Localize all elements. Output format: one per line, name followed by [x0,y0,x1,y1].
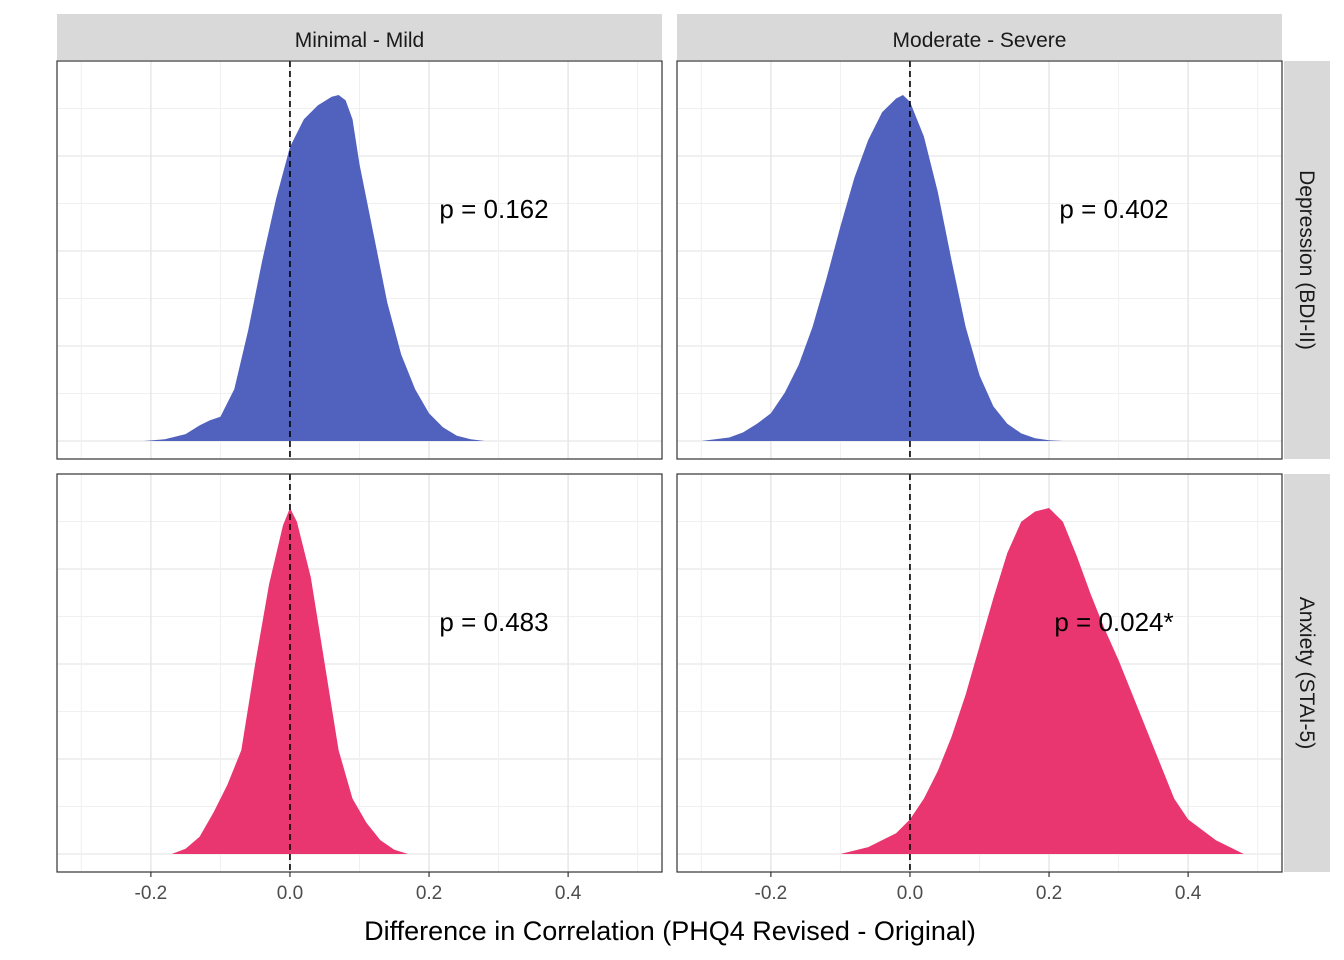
x-tick-label: 0.4 [555,883,582,904]
row-strips: Depression (BDI-II) Anxiety (STAI-5) [1284,61,1330,872]
panel-border [676,473,1283,873]
panel-border [676,60,1283,460]
strip-background-depression [1284,61,1330,459]
strip-background-minimal-mild [57,14,662,60]
x-tick-label: -0.2 [755,883,788,904]
x-tick-label: 0.0 [277,883,303,904]
x-tick-label: 0.4 [1175,883,1202,904]
strip-background-moderate-severe [677,14,1282,60]
density-area-anxiety-stai-5-moderate-severe [840,508,1244,854]
p-value-annotation: p = 0.402 [1059,194,1168,224]
density-area-depression-bdi-ii-minimal-mild [143,95,485,441]
p-value-annotation: p = 0.162 [439,194,548,224]
panel-anxiety-stai-5-minimal-mild: p = 0.483 [56,473,663,873]
panel-depression-bdi-ii-minimal-mild: p = 0.162 [56,60,663,460]
p-value-annotation: p = 0.024* [1054,607,1173,637]
strip-label-depression: Depression (BDI-II) [1295,170,1318,350]
p-value-annotation: p = 0.483 [439,607,548,637]
x-tick-label: 0.2 [416,883,442,904]
panels: p = 0.162 p = 0.402 p = 0.483 p = 0.024* [56,60,1283,873]
x-tick-label: 0.2 [1036,883,1062,904]
panel-depression-bdi-ii-moderate-severe: p = 0.402 [676,60,1283,460]
panel-border [56,473,663,873]
x-axis-title: Difference in Correlation (PHQ4 Revised … [364,916,976,946]
strip-background-anxiety [1284,474,1330,872]
panel-border [56,60,663,460]
density-area-anxiety-stai-5-minimal-mild [171,508,409,854]
column-strips: Minimal - Mild Moderate - Severe [57,14,1282,60]
panel-anxiety-stai-5-moderate-severe: p = 0.024* [676,473,1283,873]
strip-label-anxiety: Anxiety (STAI-5) [1295,597,1318,749]
x-tick-label: 0.0 [897,883,923,904]
x-tick-label: -0.2 [135,883,168,904]
x-axis-ticks: -0.2 0.0 0.2 0.4 -0.2 0.0 0.2 0.4 [135,872,1202,904]
strip-label-minimal-mild: Minimal - Mild [295,29,425,52]
strip-label-moderate-severe: Moderate - Severe [893,29,1067,52]
density-area-depression-bdi-ii-moderate-severe [701,95,1063,441]
